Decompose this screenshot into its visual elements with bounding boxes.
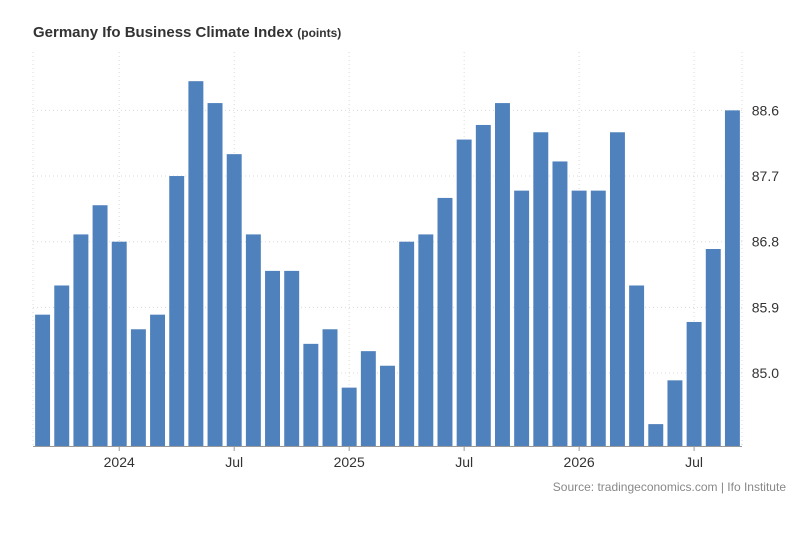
x-tick-label: Jul [225, 454, 243, 470]
bar [590, 190, 606, 446]
bar [648, 424, 664, 446]
bar [130, 329, 146, 446]
bar [667, 380, 683, 446]
x-tick-label: Jul [455, 454, 473, 470]
bar [35, 314, 51, 446]
bar [245, 234, 261, 446]
chart-unit-label: (points) [297, 26, 342, 40]
bar [724, 110, 740, 447]
bar [265, 270, 281, 446]
bar [207, 103, 223, 447]
bar [686, 321, 702, 446]
bar [552, 161, 568, 446]
x-tick-label: Jul [685, 454, 703, 470]
y-tick-label: 85.0 [752, 365, 779, 381]
bar [533, 132, 549, 446]
source-credit: Source: tradingeconomics.com | Ifo Insti… [552, 480, 786, 494]
bar [456, 139, 472, 447]
bar [169, 176, 185, 446]
y-tick-label: 86.8 [752, 234, 779, 250]
bar [360, 351, 376, 446]
bar [475, 124, 491, 447]
chart-title-text: Germany Ifo Business Climate Index [33, 24, 294, 41]
bar [380, 365, 395, 446]
bar [226, 154, 242, 447]
bar [341, 387, 357, 446]
bar [399, 241, 415, 446]
bar [437, 197, 453, 446]
bar [571, 190, 587, 446]
bar [303, 343, 319, 446]
bar [705, 249, 721, 446]
bar [111, 241, 127, 446]
bar [609, 132, 625, 446]
bar [73, 234, 89, 446]
bar [629, 285, 645, 446]
bar [150, 314, 166, 446]
bar [494, 103, 510, 447]
bar [322, 329, 338, 446]
bar [92, 205, 108, 446]
y-tick-label: 85.9 [752, 299, 779, 315]
bar [54, 285, 70, 446]
x-tick-label: 2025 [334, 454, 365, 470]
y-tick-label: 87.7 [752, 168, 779, 184]
y-tick-label: 88.6 [752, 102, 779, 118]
bar [514, 190, 530, 446]
bar [418, 234, 434, 446]
chart-title: Germany Ifo Business Climate Index (poin… [33, 24, 341, 41]
bar [188, 81, 204, 447]
bar [284, 270, 300, 446]
x-tick-label: 2026 [564, 454, 595, 470]
x-tick-label: 2024 [104, 454, 135, 470]
